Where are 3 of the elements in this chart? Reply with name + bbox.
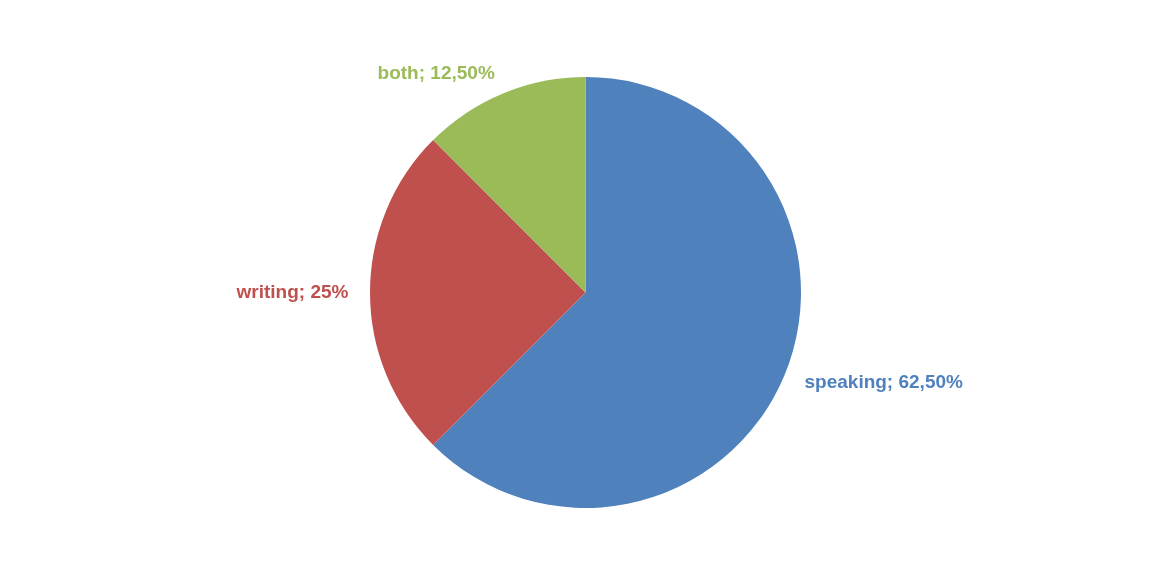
slice-label: writing; 25%: [235, 280, 349, 302]
slice-label: speaking; 62,50%: [804, 371, 964, 393]
slice-label: both; 12,50%: [377, 61, 495, 83]
